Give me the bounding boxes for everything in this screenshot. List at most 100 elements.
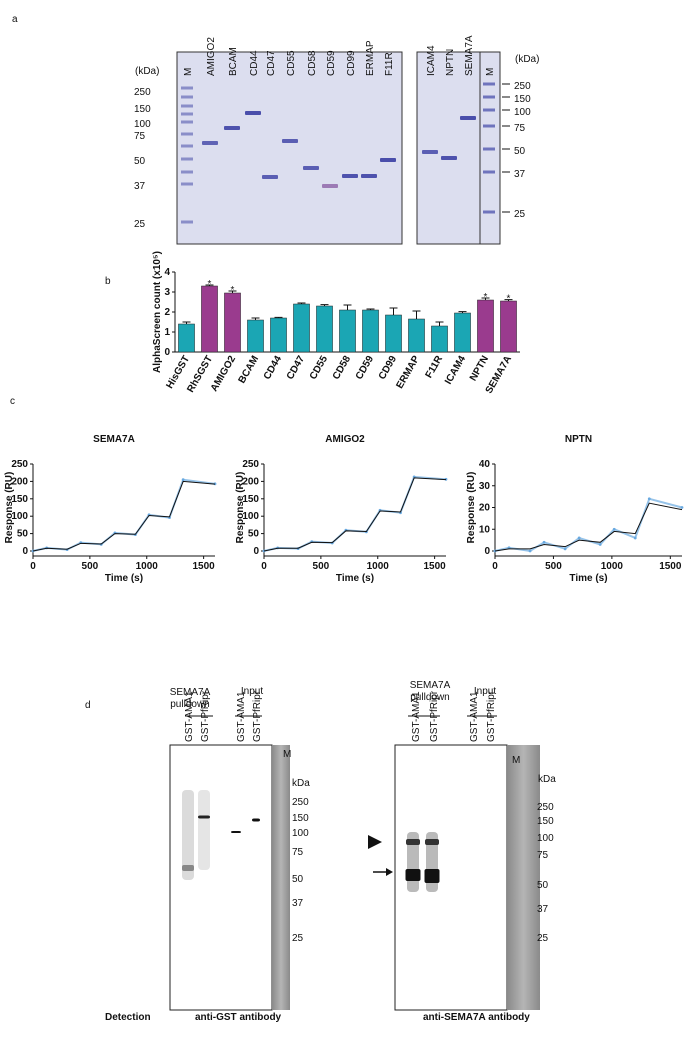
- smear: [182, 790, 194, 880]
- marker-label: 250: [292, 797, 309, 808]
- x-tick-label: NPTN: [468, 354, 491, 383]
- blot-band: [231, 831, 241, 833]
- marker-label: 37: [514, 169, 526, 180]
- protein-band: [303, 166, 319, 170]
- x-tick-label: ICAM4: [443, 354, 468, 387]
- lane-label: CD55: [286, 50, 297, 76]
- panel-label: a: [12, 14, 18, 25]
- ladder-band: [181, 182, 193, 186]
- significance-mark: *: [208, 279, 212, 290]
- y-tick-label: 0: [164, 347, 170, 358]
- error-bar: [228, 290, 237, 293]
- column-header: SEMA7A pulldown: [169, 687, 211, 710]
- bar: [362, 309, 379, 353]
- lane-label: M: [183, 68, 194, 76]
- x-tick-label: 500: [545, 561, 562, 572]
- marker-label: 100: [514, 107, 531, 118]
- lane-label: CD44: [249, 50, 260, 76]
- marker-label: 100: [292, 828, 309, 839]
- marker-strip: [272, 745, 290, 1010]
- lane-label: CD47: [266, 50, 277, 76]
- error-bar: [481, 297, 490, 300]
- ladder-band: [483, 124, 495, 128]
- protein-band: [380, 158, 396, 162]
- column-header: Input: [473, 686, 497, 697]
- bar: [500, 300, 517, 353]
- bar: [316, 305, 333, 353]
- chart-title: SEMA7A: [93, 434, 135, 445]
- ladder-band: [483, 108, 495, 112]
- y-tick-label: 2: [164, 307, 170, 318]
- y-tick-label: 250: [242, 459, 259, 470]
- unit-label: kDa: [538, 774, 556, 785]
- marker-label: 250: [514, 81, 531, 92]
- ladder-band: [181, 86, 193, 90]
- marker-label: 75: [537, 850, 549, 861]
- lane-label: ICAM4: [426, 45, 437, 76]
- x-tick-label: 1000: [367, 561, 390, 572]
- panel-label: c: [10, 396, 15, 407]
- significance-mark: *: [507, 294, 511, 305]
- marker-label: 250: [537, 802, 554, 813]
- column-header: SEMA7A pulldown: [409, 680, 451, 703]
- error-bar: [504, 299, 513, 301]
- bar: [454, 312, 471, 353]
- x-tick-label: 1500: [193, 561, 216, 572]
- arrowhead-triangle: [368, 835, 382, 849]
- unit-label: (kDa): [515, 54, 539, 65]
- lane-label: BCAM: [228, 47, 239, 76]
- marker-lane-label: M: [512, 755, 520, 766]
- y-tick-label: 200: [242, 476, 259, 487]
- marker-label: 37: [537, 904, 549, 915]
- y-axis-label: AlphaScreen count (x10⁵): [152, 251, 163, 373]
- protein-band: [282, 139, 298, 143]
- marker-lane-label: M: [283, 749, 291, 760]
- y-tick-label: 40: [479, 459, 491, 470]
- x-tick-label: 1000: [136, 561, 159, 572]
- y-tick-label: 30: [479, 481, 491, 492]
- ladder-band: [483, 210, 495, 214]
- protein-band: [322, 184, 338, 188]
- bar: [339, 309, 356, 353]
- ladder-band: [181, 104, 193, 108]
- protein-band: [245, 111, 261, 115]
- x-axis-label: Time (s): [105, 573, 143, 584]
- lane-label: CD99: [346, 50, 357, 76]
- lane-label: GST-PfRipr: [252, 690, 263, 742]
- y-tick-label: 150: [242, 494, 259, 505]
- ladder-band: [181, 144, 193, 148]
- ladder-band: [181, 95, 193, 99]
- lane-label: AMIGO2: [206, 37, 217, 76]
- blot-band: [252, 818, 260, 822]
- detection-label: Detection: [105, 1012, 151, 1023]
- chart-title: AMIGO2: [325, 434, 365, 445]
- x-tick-label: CD55: [308, 354, 331, 382]
- x-tick-label: 0: [30, 561, 36, 572]
- unit-label: (kDa): [135, 66, 159, 77]
- y-tick-label: 0: [484, 546, 490, 557]
- x-tick-label: CD47: [285, 354, 308, 382]
- marker-label: 37: [134, 181, 146, 192]
- error-bar: [435, 321, 444, 326]
- lane-label: F11R: [384, 52, 395, 76]
- y-axis-label: Response (RU): [235, 472, 246, 544]
- y-axis-label: Response (RU): [4, 472, 15, 544]
- y-tick-label: 1: [164, 327, 170, 338]
- marker-label: 75: [514, 123, 526, 134]
- bar: [293, 303, 310, 353]
- x-tick-label: CD59: [354, 354, 377, 382]
- error-bar: [458, 311, 467, 313]
- protein-band: [342, 174, 358, 178]
- lane-label: SEMA7A: [464, 35, 475, 76]
- y-axis-label: Response (RU): [466, 472, 477, 544]
- detection-antibody: anti-GST antibody: [195, 1012, 282, 1023]
- marker-label: 75: [134, 131, 146, 142]
- marker-label: 25: [292, 933, 304, 944]
- marker-label: 25: [537, 933, 549, 944]
- fit-line: [263, 477, 447, 552]
- y-tick-label: 250: [11, 459, 28, 470]
- x-tick-label: F11R: [424, 353, 446, 380]
- x-tick-label: 1500: [659, 561, 682, 572]
